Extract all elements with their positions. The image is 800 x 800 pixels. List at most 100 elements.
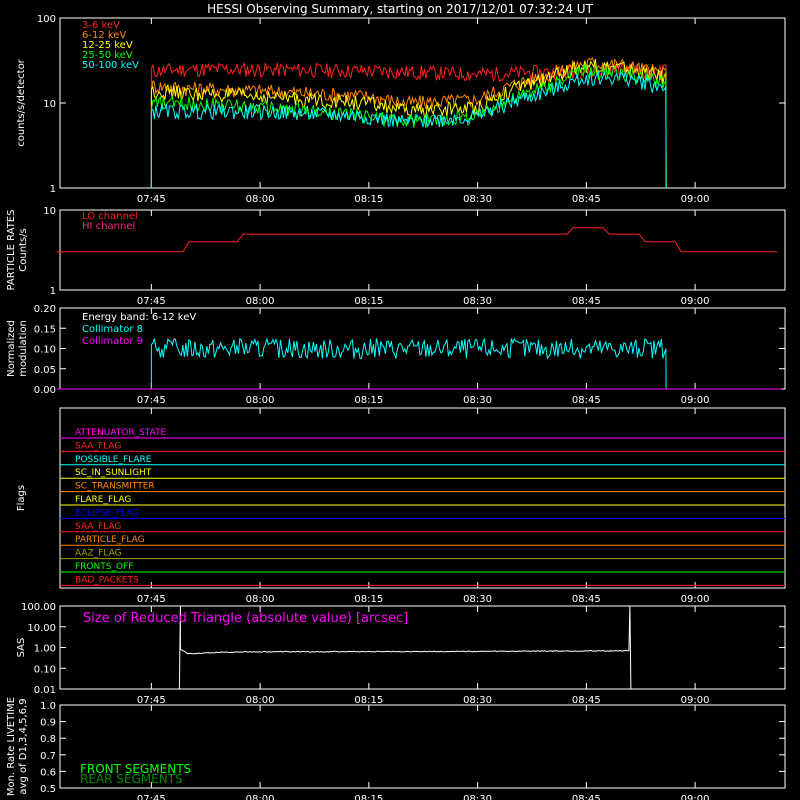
y-tick-label: 0.6 <box>40 767 56 778</box>
y-tick-label: 100 <box>37 14 56 25</box>
x-tick-label: 08:45 <box>572 194 601 205</box>
y-tick-label: 100.00 <box>21 602 56 613</box>
x-tick-label: 08:15 <box>354 296 383 307</box>
flag-label: FRONTS_OFF <box>75 562 133 572</box>
legend-item: 50-100 keV <box>82 60 139 71</box>
legend-item: LO channel <box>82 211 138 222</box>
x-tick-label: 07:45 <box>137 395 166 406</box>
x-tick-label: 09:00 <box>681 794 710 800</box>
legend-item: Collimator 9 <box>82 336 143 347</box>
series-line <box>150 337 667 390</box>
y-tick-label: 0.10 <box>34 345 56 356</box>
x-tick-label: 08:00 <box>246 794 275 800</box>
x-tick-label: 07:45 <box>137 296 166 307</box>
panels: 1 10 100 07:45 08:00 08:15 08:30 08:45 09:00 coun… <box>6 14 786 800</box>
x-tick-label: 08:30 <box>463 395 492 406</box>
x-tick-label: 08:30 <box>463 794 492 800</box>
y-tick-label: 10 <box>43 99 56 110</box>
x-tick-label: 07:45 <box>137 594 166 605</box>
y-tick-label: 0.10 <box>34 664 56 675</box>
flag-label: AAZ_FLAG <box>75 549 122 559</box>
y-tick-label: 0.5 <box>40 784 56 795</box>
y-tick-label: 0.8 <box>40 734 56 745</box>
x-tick-label: 09:00 <box>681 194 710 205</box>
y-tick-label: 0.9 <box>40 718 56 729</box>
y-tick-label: 0.05 <box>34 365 56 376</box>
y-tick-label: 1.0 <box>40 701 56 712</box>
x-tick-label: 08:45 <box>572 594 601 605</box>
panel-particle_rates: 1 10 07:45 08:00 08:15 08:30 08:45 09:00 PARTICL… <box>6 206 786 307</box>
annotation: Size of Reduced Triangle (absolute value… <box>83 611 408 626</box>
x-tick-label: 08:45 <box>572 395 601 406</box>
flag-label: ECLIPSE_FLAG <box>75 508 139 518</box>
x-tick-label: 08:30 <box>463 594 492 605</box>
y-tick-label: 10 <box>43 206 56 217</box>
panel-frame <box>59 209 786 291</box>
legend-item: HI channel <box>82 221 135 232</box>
legend-item: 6-12 keV <box>82 30 126 41</box>
y-tick-label: 0.20 <box>34 304 56 315</box>
flag-label: FLARE_FLAG <box>75 495 131 505</box>
y-axis-label-2: modulation <box>18 320 29 377</box>
series-line <box>57 227 778 253</box>
flag-label: SAA_FLAG <box>75 441 121 451</box>
panel-flags: 07:45 08:00 08:15 08:30 08:45 09:00 Flags ATTEN… <box>16 407 786 605</box>
y-axis-label-2: avg of D1,3,4,5,6,9 <box>18 698 29 794</box>
x-tick-label: 08:00 <box>246 594 275 605</box>
y-axis-label: Mon. Rate LIVETIME <box>6 697 17 796</box>
y-tick-label: 1 <box>50 286 56 297</box>
y-tick-label: 10.00 <box>27 623 56 634</box>
x-tick-label: 08:45 <box>572 794 601 800</box>
panel-livetime: 0.5 0.6 0.7 0.8 0.9 1.0 07:45 08:00 08:15 08:30 08… <box>6 697 786 800</box>
x-tick-label: 09:00 <box>681 395 710 406</box>
x-tick-label: 08:00 <box>246 695 275 706</box>
legend-item: 12-25 keV <box>82 40 133 51</box>
y-axis-label-2: Counts/s <box>18 228 29 272</box>
y-axis-label: counts/s/detector <box>16 58 27 146</box>
x-tick-label: 08:15 <box>354 695 383 706</box>
legend-item: Collimator 8 <box>82 324 143 335</box>
y-tick-label: 1.00 <box>34 644 56 655</box>
y-axis-label: Normalized <box>6 320 17 377</box>
flag-label: PARTICLE_FLAG <box>75 535 145 545</box>
legend-item: 3-6 keV <box>82 20 120 31</box>
x-tick-label: 08:15 <box>354 794 383 800</box>
x-tick-label: 08:45 <box>572 296 601 307</box>
x-tick-label: 07:45 <box>137 794 166 800</box>
x-tick-label: 09:00 <box>681 296 710 307</box>
legend-item: FRONT SEGMENTS <box>80 762 191 776</box>
flag-label: BAD_PACKETS <box>75 575 139 585</box>
flag-label: SC_IN_SUNLIGHT <box>75 468 152 478</box>
series-line <box>150 70 667 189</box>
x-tick-label: 08:30 <box>463 695 492 706</box>
series-line <box>150 56 667 189</box>
y-tick-label: 0.00 <box>34 385 56 396</box>
legend-item: 25-50 keV <box>82 50 133 61</box>
x-tick-label: 09:00 <box>681 695 710 706</box>
y-axis-label: SAS <box>16 638 27 658</box>
x-tick-label: 08:00 <box>246 395 275 406</box>
y-tick-label: 0.15 <box>34 324 56 335</box>
panel-sas: 100.00 10.00 1.00 0.10 0.01 07:45 08:00 08:15 08… <box>16 602 786 706</box>
x-tick-label: 08:30 <box>463 296 492 307</box>
panel-modulation: 0.00 0.05 0.10 0.15 0.20 07:45 08:00 08:15 08:30… <box>6 304 786 406</box>
x-tick-label: 08:15 <box>354 395 383 406</box>
y-tick-label: 0.7 <box>40 751 56 762</box>
panel-count_rates: 1 10 100 07:45 08:00 08:15 08:30 08:45 09:00 coun… <box>16 14 786 205</box>
x-tick-label: 08:45 <box>572 695 601 706</box>
panel-frame <box>59 407 786 589</box>
flag-label: ATTENUATOR_STATE <box>75 428 167 438</box>
flag-label: POSSIBLE_FLARE <box>75 455 152 465</box>
series-line <box>178 605 632 690</box>
chart-title: HESSI Observing Summary, starting on 201… <box>207 2 593 16</box>
y-tick-label: 0.01 <box>34 685 56 696</box>
x-tick-label: 08:30 <box>463 194 492 205</box>
x-tick-label: 08:00 <box>246 194 275 205</box>
x-tick-label: 07:45 <box>137 695 166 706</box>
y-axis-label: Flags <box>16 485 27 511</box>
y-axis-label: PARTICLE RATES <box>6 210 17 291</box>
flag-label: SC_TRANSMITTER <box>75 482 155 492</box>
annotation: Energy band: 6-12 keV <box>82 312 196 323</box>
x-tick-label: 08:00 <box>246 296 275 307</box>
